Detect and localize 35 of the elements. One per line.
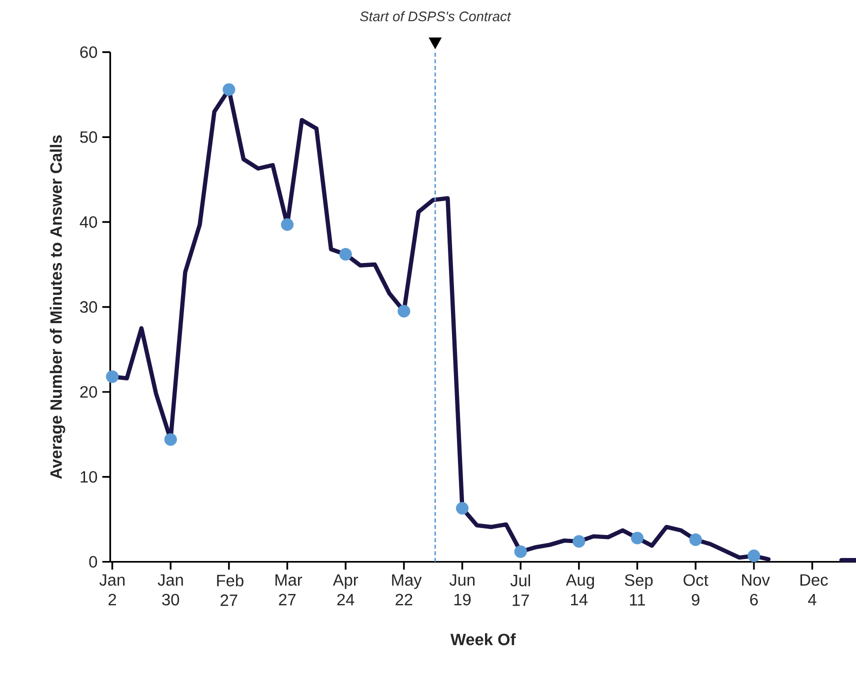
x-tick-label: Oct 9 bbox=[684, 574, 708, 606]
x-tick-label: Aug 14 bbox=[566, 574, 594, 606]
y-tick-label: 50 bbox=[80, 131, 98, 143]
x-tick-label: Feb 27 bbox=[217, 574, 244, 606]
x-tick-label: Jun 19 bbox=[449, 574, 475, 606]
point bbox=[280, 218, 294, 231]
point bbox=[456, 502, 469, 515]
x-tick-label: Jan 30 bbox=[158, 574, 183, 606]
x-axis-title: Week Of bbox=[450, 633, 516, 646]
y-tick-label: 20 bbox=[80, 386, 98, 398]
point bbox=[572, 535, 586, 548]
x-tick-label: Apr 24 bbox=[332, 574, 358, 606]
x-tick-label: Dec 4 bbox=[800, 574, 828, 606]
point bbox=[514, 545, 527, 558]
y-axis-title: Average Number of Minutes to Answer Calls bbox=[50, 135, 66, 479]
x-tick-label: Mar 27 bbox=[275, 574, 302, 606]
x-tick-label: Sep 11 bbox=[624, 574, 653, 606]
point bbox=[689, 533, 702, 546]
x-tick-label: Jul 17 bbox=[510, 574, 530, 606]
point bbox=[164, 433, 177, 446]
x-tick-label: May 22 bbox=[392, 574, 422, 606]
y-tick-label: 10 bbox=[80, 471, 98, 483]
ref-line-label: Start of DSPS's Contract bbox=[360, 11, 512, 22]
point bbox=[630, 532, 644, 544]
y-tick-label: 60 bbox=[80, 46, 98, 58]
y-tick-label: 40 bbox=[80, 216, 98, 228]
y-tick-label: 30 bbox=[80, 301, 98, 313]
point bbox=[222, 83, 236, 96]
point bbox=[398, 304, 410, 318]
point bbox=[339, 248, 352, 261]
point bbox=[748, 550, 760, 562]
x-tick-label: Nov 6 bbox=[742, 574, 770, 606]
point bbox=[106, 370, 119, 383]
y-tick-label: 0 bbox=[89, 556, 98, 568]
x-tick-label: Jan 2 bbox=[99, 574, 125, 606]
